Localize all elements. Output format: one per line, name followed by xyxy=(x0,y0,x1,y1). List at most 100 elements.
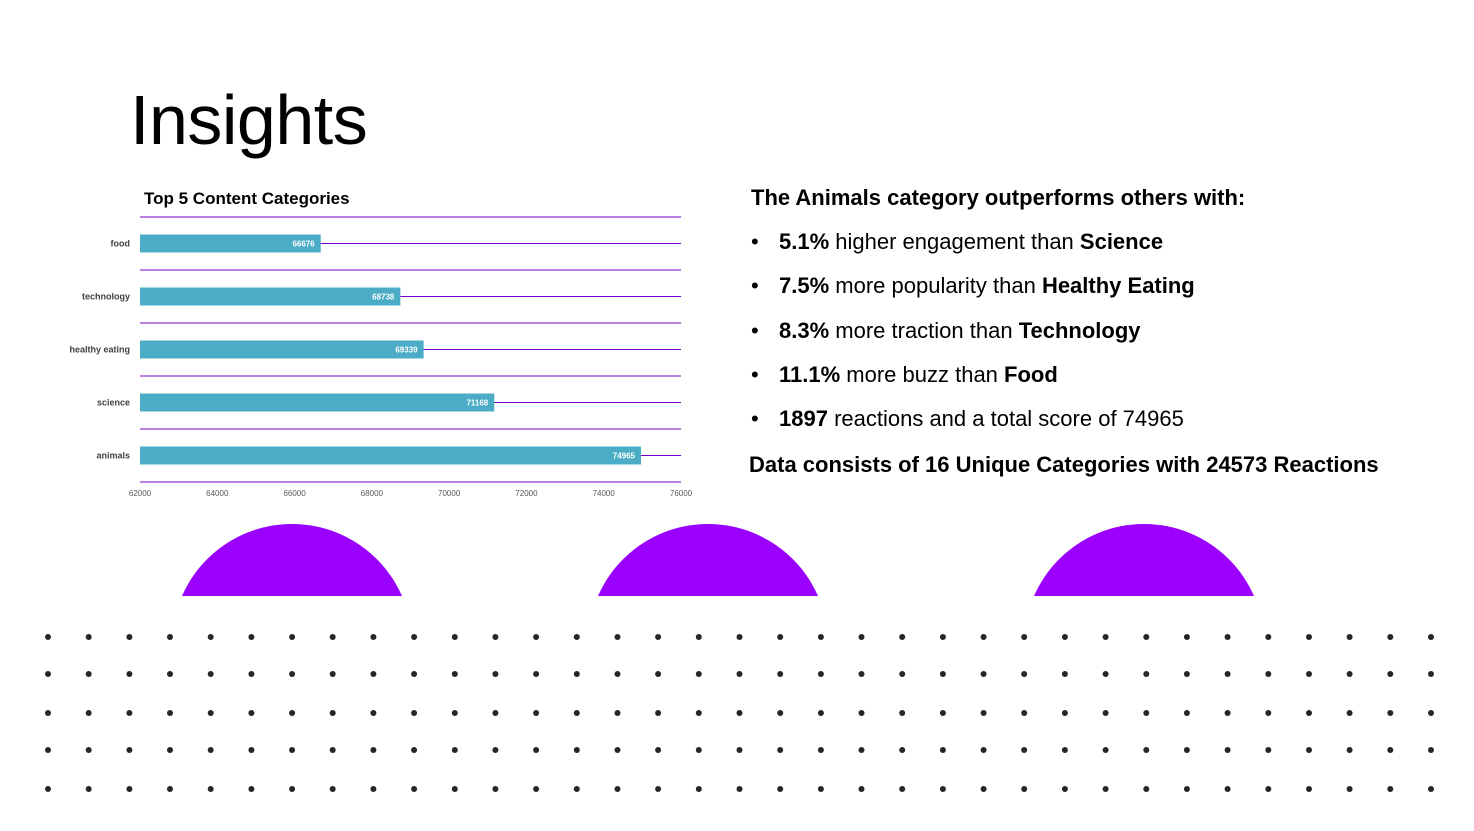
decorative-dot xyxy=(1346,634,1353,640)
decorative-dot xyxy=(45,634,51,640)
chart-x-tick-label: 64000 xyxy=(206,489,229,498)
decorative-dot xyxy=(736,786,743,792)
decorative-dot xyxy=(1183,747,1190,753)
decorative-dot xyxy=(492,710,499,716)
decorative-dot xyxy=(573,671,580,677)
decorative-dot xyxy=(858,710,865,716)
decorative-dot xyxy=(248,786,255,792)
decorative-dot xyxy=(695,671,702,677)
decorative-dot xyxy=(614,710,621,716)
decorative-dot xyxy=(451,671,458,677)
decorative-dot xyxy=(1183,710,1190,716)
decorative-dot xyxy=(1346,671,1353,677)
chart-x-tick-label: 76000 xyxy=(670,489,693,498)
decorative-dot xyxy=(1183,786,1190,792)
decorative-dot xyxy=(1143,634,1150,640)
insight-value: 5.1% xyxy=(779,229,830,254)
insight-category: Technology xyxy=(1018,317,1141,343)
insight-bullet-reactions: 1897 reactions and a total score of 7496… xyxy=(749,404,1449,448)
decorative-dot xyxy=(1306,634,1312,640)
decorative-dot xyxy=(1428,747,1434,753)
decorative-dot xyxy=(939,710,946,716)
decorative-dot xyxy=(899,786,906,792)
decorative-dot xyxy=(492,747,499,753)
decorative-dot xyxy=(1346,786,1353,792)
decorative-dot xyxy=(85,671,92,677)
decorative-dot xyxy=(167,671,173,677)
decorative-dot xyxy=(329,634,336,640)
chart-x-tick-label: 68000 xyxy=(361,489,384,498)
decorative-dot xyxy=(411,710,418,716)
decorative-dot xyxy=(736,710,743,716)
decorative-dot xyxy=(289,786,296,792)
decorative-dot xyxy=(1224,710,1231,716)
decorative-dot xyxy=(1265,710,1272,716)
decorative-dot xyxy=(1428,710,1434,716)
chart-bar-technology xyxy=(140,287,401,306)
decorative-dot xyxy=(1346,710,1353,716)
decorative-dot xyxy=(167,747,173,753)
decorative-dot xyxy=(1306,671,1312,677)
chart-category-label: healthy eating xyxy=(69,345,130,355)
decorative-dot xyxy=(858,671,865,677)
decorative-dot xyxy=(980,786,987,792)
chart-x-tick-label: 66000 xyxy=(283,489,306,498)
decorative-dot xyxy=(329,710,336,716)
decorative-dot xyxy=(939,747,946,753)
decorative-dot xyxy=(1265,671,1272,677)
decorative-dot xyxy=(1265,786,1272,792)
decorative-dot xyxy=(573,747,580,753)
decorative-dot xyxy=(492,786,499,792)
decorative-dot xyxy=(1021,786,1028,792)
insight-text: more popularity than xyxy=(829,273,1042,299)
chart-category-label: technology xyxy=(82,292,130,302)
decorative-dot xyxy=(207,634,214,640)
decorative-dot xyxy=(980,710,987,716)
decorative-dot xyxy=(1143,710,1150,716)
decorative-dot xyxy=(614,786,621,792)
decorative-dot xyxy=(777,634,784,640)
decorative-dot xyxy=(85,786,92,792)
decorative-dot xyxy=(45,671,51,677)
decorative-dot xyxy=(451,710,458,716)
decorative-dot xyxy=(329,671,336,677)
decorative-semicircle-center xyxy=(588,524,828,596)
decorative-dot xyxy=(899,634,906,640)
decorative-dot xyxy=(573,786,580,792)
decorative-dot xyxy=(736,634,743,640)
decorative-dot xyxy=(533,710,540,716)
decorative-dot xyxy=(695,710,702,716)
insights-bullet-list: 5.1% higher engagement than Science 7.5%… xyxy=(749,227,1449,448)
insights-heading: The Animals category outperforms others … xyxy=(751,185,1246,210)
chart-data-labels: 66676 68738 69339 71168 74965 xyxy=(292,240,635,461)
decorative-dot xyxy=(1061,671,1068,677)
insight-text: higher engagement than xyxy=(829,229,1080,254)
chart-data-label: 69339 xyxy=(395,346,418,355)
decorative-dot xyxy=(817,710,824,716)
decorative-dot xyxy=(1224,634,1231,640)
decorative-dot xyxy=(45,747,51,753)
decorative-dot xyxy=(1061,747,1068,753)
decorative-dot xyxy=(329,747,336,753)
decorative-dot xyxy=(655,671,662,677)
decorative-dot xyxy=(1387,747,1394,753)
decorative-dot xyxy=(980,634,987,640)
insight-text: more traction than xyxy=(829,317,1019,343)
decorative-dot xyxy=(451,747,458,753)
chart-category-label: animals xyxy=(96,451,130,461)
decorative-dot xyxy=(695,634,702,640)
chart-bar-animals xyxy=(140,446,642,465)
chart-category-labels: food technology healthy eating science anima… xyxy=(69,239,130,461)
decorative-dot xyxy=(1061,786,1068,792)
decorative-dot xyxy=(1102,634,1109,640)
decorative-dot xyxy=(85,747,92,753)
decorative-dot xyxy=(980,671,987,677)
decorative-dot xyxy=(411,634,418,640)
decorative-dot xyxy=(126,747,133,753)
decorative-dot xyxy=(1143,671,1150,677)
decorative-dot xyxy=(1387,671,1394,677)
decorative-dot xyxy=(1183,634,1190,640)
decorative-dot-grid xyxy=(45,634,1434,792)
insight-value: 8.3% xyxy=(779,317,830,343)
decorative-dot xyxy=(1428,671,1434,677)
